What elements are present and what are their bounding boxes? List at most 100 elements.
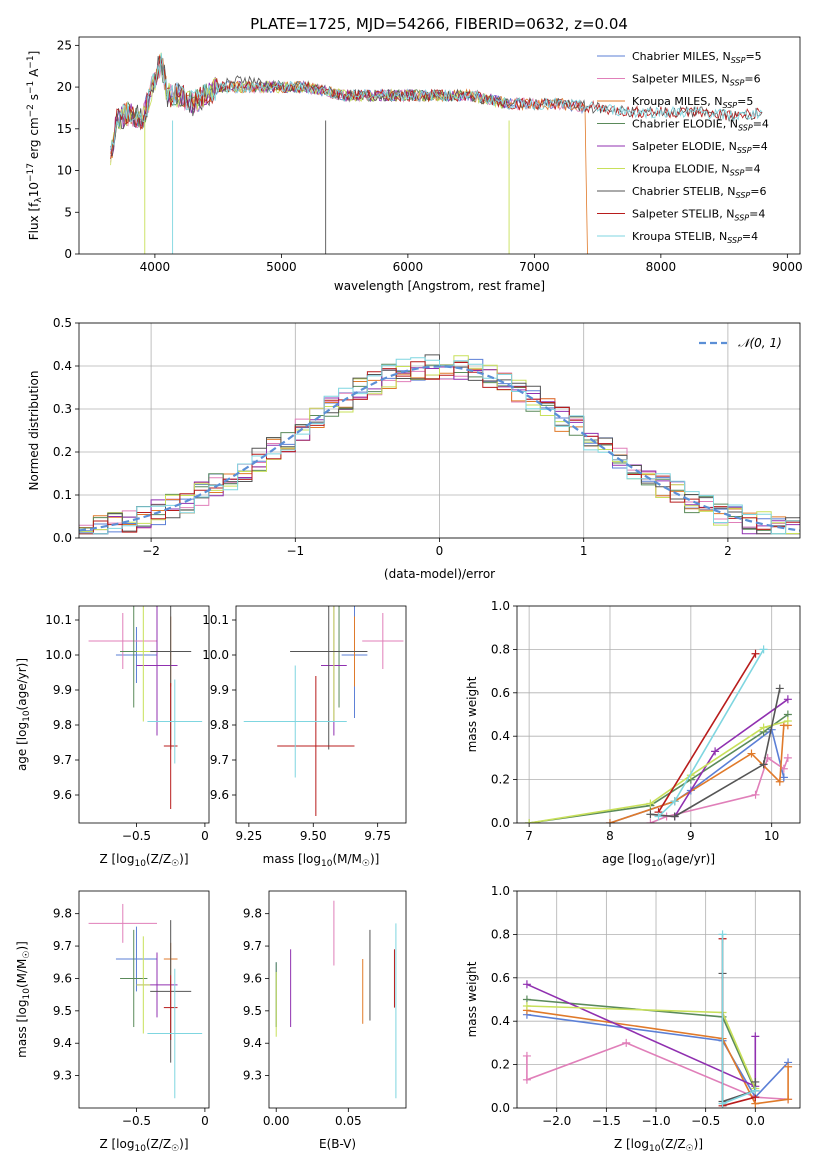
spectrum-series-1 <box>110 59 586 163</box>
residuals-ytick-label: 0.3 <box>53 402 72 416</box>
massweight-vs-age-series-7 <box>657 653 757 813</box>
massweight-vs-age-xtick-label: 7 <box>525 829 533 843</box>
legend-sub: SSP <box>722 101 737 110</box>
age-vs-mass-xlabel-part: ☉ <box>362 859 370 869</box>
mass-vs-Z-xlabel-part: 10 <box>134 1144 146 1154</box>
residuals-frame <box>78 322 801 539</box>
mass-vs-EBV-ytick-label: 9.4 <box>243 1036 262 1050</box>
age-vs-Z-ytick-label: 10.0 <box>45 648 72 662</box>
massweight-vs-age-xlabel-part: 10 <box>651 859 663 869</box>
spectrum-series-2 <box>110 53 588 254</box>
legend-sub: SSP <box>730 169 745 178</box>
age-vs-mass-ytick-label: 10.0 <box>202 648 229 662</box>
massweight-vs-age-marker <box>759 645 768 654</box>
massweight-vs-Z-ylabel: mass weight <box>465 961 479 1037</box>
massweight-vs-Z-ytick-label: 0.6 <box>491 971 510 985</box>
age-vs-mass-xlabel: mass [log10(M/M☉)] <box>263 852 380 869</box>
mass-vs-Z-ytick-label: 9.8 <box>53 907 72 921</box>
massweight-vs-age-plot-area <box>525 645 792 823</box>
mass-vs-Z-xlabel-part: ☉ <box>171 1144 179 1154</box>
residuals-ytick-label: 0.1 <box>53 488 72 502</box>
spectrum-panel: 4000 5000 6000 7000 8000 9000 0 5 10 15 20 25 wavele… <box>26 36 803 293</box>
mass-vs-Z-xlabel-part: Z [log <box>99 1137 134 1151</box>
legend-name: Salpeter MILES, N <box>632 73 730 86</box>
massweight-vs-Z-xlabel: Z [log10(Z/Z☉)] <box>614 1137 703 1154</box>
legend-count: =4 <box>753 118 769 131</box>
age-vs-Z-xlabel-part: (Z/Z <box>146 852 171 866</box>
legend-sub: SSP <box>736 191 751 200</box>
mass-vs-Z-ytick-label: 9.6 <box>53 971 72 985</box>
massweight-vs-Z-series-5 <box>526 1005 757 1089</box>
normal-legend-label: 𝒩(0, 1) <box>738 336 782 350</box>
massweight-vs-age-marker <box>654 812 663 821</box>
massweight-vs-age-ytick-label: 0.4 <box>491 729 510 743</box>
residuals-xtick-label: −1 <box>286 544 304 558</box>
massweight-vs-age-marker <box>605 819 614 823</box>
spectrum-ylabel-part: erg cm <box>27 117 41 163</box>
mass-vs-Z-xlabel: Z [log10(Z/Z☉)] <box>99 1137 188 1154</box>
massweight-vs-Z-xlabel-part: 10 <box>649 1144 661 1154</box>
spectrum-legend-label: Kroupa STELIB, NSSP=4 <box>632 230 758 245</box>
spectrum-ylabel-part: −2 <box>26 104 36 117</box>
spectrum-xtick-label: 8000 <box>646 260 677 274</box>
age-vs-mass-xlabel-part: 10 <box>321 859 333 869</box>
age-vs-Z-ytick-label: 9.6 <box>53 788 72 802</box>
age-vs-Z-xtick-label: 0 <box>201 829 209 843</box>
spectrum-ytick-label: 5 <box>64 205 72 219</box>
legend-count: =5 <box>745 50 761 63</box>
residuals-xlabel: (data-model)/error <box>384 567 495 581</box>
age-vs-mass-ytick-label: 9.7 <box>210 753 229 767</box>
mass-vs-EBV-ytick-label: 9.3 <box>243 1069 262 1083</box>
massweight-vs-Z-ytick-label: 0.8 <box>491 927 510 941</box>
massweight-vs-Z-ytick-label: 1.0 <box>491 884 510 898</box>
spectrum-ylabel-part: Flux [f <box>27 202 41 240</box>
spectrum-ylabel-part: A <box>27 68 41 81</box>
spectrum-ytick-label: 25 <box>57 38 72 52</box>
age-vs-Z-panel: −0.5 09.69.79.89.910.010.1Z [log10(Z/Z☉)]… <box>15 605 210 869</box>
spectrum-series-4 <box>110 61 510 156</box>
spectrum-plot-area <box>110 52 763 254</box>
mass-vs-EBV-ytick-label: 9.6 <box>243 971 262 985</box>
residuals-xtick-label: 0 <box>436 544 444 558</box>
spectrum-legend-label: Salpeter ELODIE, NSSP=4 <box>632 140 768 155</box>
mass-vs-EBV-xlabel-part: E(B-V) <box>319 1137 356 1151</box>
massweight-vs-age-marker <box>646 819 655 823</box>
age-vs-Z-ylabel-part: age [log <box>15 722 29 771</box>
mass-vs-Z-ytick-label: 9.7 <box>53 939 72 953</box>
spectrum-ylabel-part: ] <box>27 51 41 56</box>
massweight-vs-age-marker <box>525 819 534 823</box>
massweight-vs-Z-series-2 <box>526 1009 789 1105</box>
spectrum-xtick-label: 4000 <box>140 260 171 274</box>
age-vs-mass-panel: 9.25 9.50 9.75 9.6 9.7 9.8 9.9 10.0 10.1 mass [lo… <box>202 605 407 869</box>
spectrum-legend-label: Chabrier MILES, NSSP=5 <box>632 50 762 65</box>
residuals-xtick-label: 2 <box>724 544 732 558</box>
massweight-vs-Z-xtick-label: −1.0 <box>641 1114 670 1128</box>
mass-vs-Z-ylabel: mass [log10(M/M☉)] <box>15 941 32 1058</box>
massweight-vs-Z-xtick-label: −1.5 <box>592 1114 621 1128</box>
spectrum-ytick-label: 10 <box>57 164 72 178</box>
massweight-vs-age-ytick-label: 0.0 <box>491 816 510 830</box>
age-vs-Z-xlabel-part: )] <box>179 852 188 866</box>
age-vs-mass-xlabel-part: (M/M <box>332 852 361 866</box>
mass-vs-EBV-ytick-label: 9.8 <box>243 907 262 921</box>
residuals-plot-area <box>79 354 800 535</box>
age-vs-Z-xlabel: Z [log10(Z/Z☉)] <box>99 852 188 869</box>
spectrum-xtick-label: 7000 <box>519 260 550 274</box>
massweight-vs-age-marker <box>783 717 792 726</box>
spectrum-xlabel: wavelength [Angstrom, rest frame] <box>334 279 545 293</box>
legend-sub: SSP <box>727 236 742 245</box>
age-vs-mass-xlabel-part: )] <box>370 852 379 866</box>
massweight-vs-Z-xtick-label: −2.0 <box>542 1114 571 1128</box>
spectrum-legend-label: Salpeter STELIB, NSSP=4 <box>632 208 765 223</box>
age-vs-Z-ytick-label: 9.8 <box>53 718 72 732</box>
spectrum-legend-label: Kroupa MILES, NSSP=5 <box>632 95 753 110</box>
massweight-vs-Z-marker <box>718 1099 727 1108</box>
spectrum-ylabel-part: s <box>27 94 41 104</box>
spectrum-series-8 <box>110 53 763 150</box>
age-vs-Z-xlabel-part: 10 <box>134 859 146 869</box>
legend-count: =6 <box>750 185 766 198</box>
massweight-vs-age-frame <box>516 605 801 824</box>
age-vs-Z-frame <box>78 605 210 824</box>
figure-title: PLATE=1725, MJD=54266, FIBERID=0632, z=0… <box>250 15 628 33</box>
